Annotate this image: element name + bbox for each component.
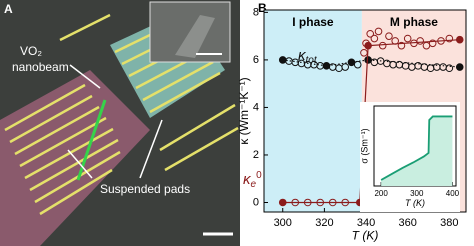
data-point bbox=[455, 63, 464, 71]
data-point bbox=[385, 32, 393, 40]
beam-label: nanobeam bbox=[12, 60, 69, 74]
data-point bbox=[328, 198, 337, 207]
x-tick-label: 340 bbox=[357, 217, 375, 229]
data-point bbox=[316, 198, 325, 207]
x-axis-label: T (K) bbox=[405, 198, 425, 208]
data-point bbox=[360, 48, 368, 57]
annotation-sub: tot bbox=[306, 55, 318, 66]
data-point bbox=[291, 198, 300, 207]
y-tick-label: 8 bbox=[253, 6, 259, 18]
panel-b: I phase M phase 300 320 340 360 380 0 2 4 6 8 T (K) κ… bbox=[237, 6, 467, 242]
data-point bbox=[455, 35, 464, 44]
data-point bbox=[445, 34, 454, 43]
data-point bbox=[362, 39, 370, 48]
y-tick-label: 2 bbox=[253, 149, 259, 161]
x-axis-label: T (K) bbox=[352, 228, 379, 242]
annotation-symbol: κ bbox=[298, 47, 307, 64]
y-tick-label: 6 bbox=[253, 54, 259, 66]
panel-letter: B bbox=[258, 1, 267, 15]
arrow bbox=[139, 119, 163, 179]
annotation-sub: e bbox=[251, 179, 257, 190]
data-point bbox=[341, 63, 350, 71]
pads-label: Suspended pads bbox=[100, 182, 190, 196]
data-point bbox=[316, 62, 325, 70]
data-point bbox=[353, 60, 362, 69]
y-axis-label: σ (Sm⁻¹) bbox=[359, 128, 369, 163]
x-tick-label: 380 bbox=[440, 217, 458, 229]
data-point bbox=[364, 56, 372, 64]
annotation: κe0 bbox=[243, 170, 262, 190]
data-point bbox=[341, 198, 350, 207]
data-point bbox=[428, 39, 437, 48]
data-point bbox=[416, 37, 424, 45]
annotation-sup: 0 bbox=[256, 170, 262, 181]
x-tick-label: 300 bbox=[274, 217, 292, 229]
series-line bbox=[380, 115, 453, 181]
area-fill bbox=[381, 116, 453, 186]
x-tick-label: 300 bbox=[410, 189, 424, 198]
y-tick-label: 0 bbox=[253, 196, 259, 208]
leads bbox=[59, 13, 239, 172]
data-point bbox=[370, 34, 379, 43]
data-point bbox=[437, 37, 445, 45]
data-point bbox=[445, 64, 454, 73]
phase-region bbox=[264, 10, 362, 212]
data-point bbox=[366, 29, 375, 38]
data-point bbox=[397, 41, 406, 50]
data-point bbox=[278, 198, 287, 207]
inset-beam bbox=[175, 15, 215, 58]
data-point bbox=[347, 58, 356, 67]
series-line bbox=[282, 59, 460, 68]
annotation-symbol: κ bbox=[243, 171, 252, 188]
data-point bbox=[303, 198, 312, 207]
panel-a: A VO₂ nanobeam Suspended pads bbox=[0, 0, 240, 246]
annotation: κtot bbox=[298, 47, 318, 66]
x-tick-label: 320 bbox=[315, 217, 333, 229]
arrow bbox=[67, 149, 93, 179]
data-point bbox=[391, 37, 399, 45]
data-point bbox=[374, 27, 383, 36]
data-point bbox=[322, 62, 331, 70]
arrow bbox=[69, 64, 101, 89]
y-axis-label: κ (Wm⁻¹K⁻¹) bbox=[237, 77, 251, 144]
data-point bbox=[278, 56, 287, 64]
x-tick-label: 400 bbox=[446, 189, 460, 198]
beam-label: VO₂ bbox=[20, 44, 42, 58]
phase-label: M phase bbox=[390, 15, 438, 29]
arrows bbox=[67, 64, 163, 179]
panel-letter: A bbox=[4, 2, 13, 16]
x-tick-label: 200 bbox=[374, 189, 388, 198]
data-point bbox=[403, 34, 412, 43]
phase-label: I phase bbox=[292, 15, 334, 29]
data-point bbox=[378, 41, 387, 50]
y-tick-label: 4 bbox=[253, 101, 259, 113]
x-tick-label: 360 bbox=[399, 217, 417, 229]
